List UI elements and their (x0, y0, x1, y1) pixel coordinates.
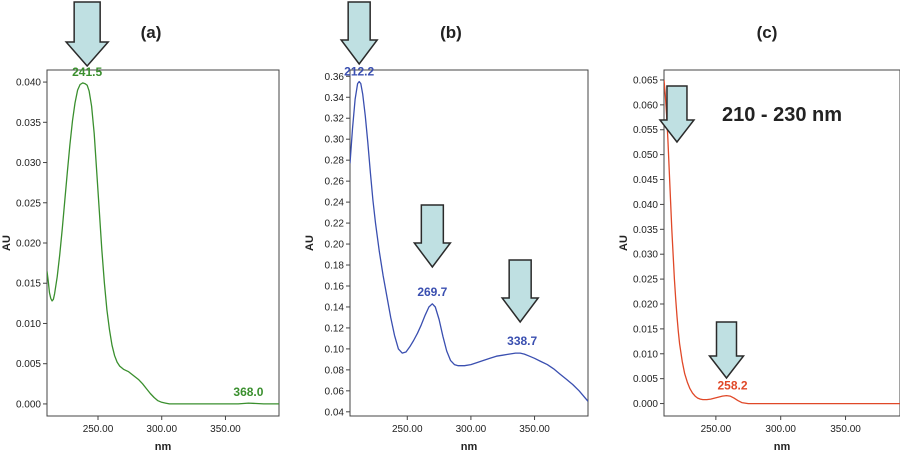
y-tick-label: 0.000 (16, 399, 41, 410)
y-tick-label: 0.24 (325, 198, 345, 209)
peak-label: 258.2 (717, 379, 747, 393)
x-tick-label: 300.00 (146, 424, 177, 435)
plot-frame (349, 69, 589, 417)
down-arrow-icon (500, 259, 540, 324)
y-tick-label: 0.26 (325, 177, 345, 188)
y-tick-label: 0.030 (16, 158, 41, 169)
y-tick-label: 0.005 (16, 359, 41, 370)
x-tick-label: 350.00 (519, 424, 550, 435)
down-arrow-icon (658, 85, 696, 144)
y-tick-label: 0.34 (325, 93, 345, 104)
y-axis-title: AU (1, 235, 13, 251)
y-tick-label: 0.060 (633, 100, 658, 111)
x-tick-label: 250.00 (83, 424, 114, 435)
y-tick-label: 0.28 (325, 156, 345, 167)
plot-frame (663, 69, 900, 417)
y-tick-label: 0.020 (16, 239, 41, 250)
series-line (47, 82, 279, 405)
x-axis-title: nm (461, 441, 478, 453)
x-tick-label: 250.00 (392, 424, 423, 435)
y-tick-label: 0.035 (633, 225, 658, 236)
y-tick-label: 0.32 (325, 114, 345, 125)
peak-label: 368.0 (233, 385, 263, 399)
y-tick-label: 0.08 (325, 365, 345, 376)
plot-frame (46, 69, 280, 417)
down-arrow-icon (707, 321, 746, 380)
y-tick-label: 0.015 (633, 324, 658, 335)
chart-panel-2: (b) 0.04 0.06 0.08 0.10 0.12 0.14 0.16 0.18 0.20 0… (304, 1, 589, 453)
chart-panel-1: (a) 0.000 0.005 0.010 0.015 0.020 0.025 0.030 0.… (1, 1, 280, 453)
y-tick-label: 0.20 (325, 240, 345, 251)
y-tick-label: 0.06 (325, 386, 345, 397)
y-tick-label: 0.045 (633, 175, 658, 186)
x-tick-label: 350.00 (830, 424, 861, 435)
y-tick-label: 0.30 (325, 135, 345, 146)
y-tick-label: 0.025 (633, 275, 658, 286)
y-tick-label: 0.005 (633, 374, 658, 385)
x-tick-label: 300.00 (456, 424, 487, 435)
chart-panel-3: (c) 0.000 0.005 0.010 0.015 0.020 0.025 0.030 0.… (618, 23, 900, 453)
peak-label: 241.5 (72, 65, 102, 79)
x-tick-label: 300.00 (765, 424, 796, 435)
y-tick-label: 0.18 (325, 261, 345, 272)
y-tick-label: 0.010 (633, 349, 658, 360)
y-tick-label: 0.025 (16, 198, 41, 209)
panel-label: (c) (757, 23, 778, 42)
y-tick-label: 0.12 (325, 323, 345, 334)
series-line (350, 80, 588, 402)
wavelength-range-note: 210 - 230 nm (722, 104, 842, 126)
x-tick-label: 350.00 (210, 424, 241, 435)
y-tick-label: 0.10 (325, 344, 345, 355)
down-arrow-icon (412, 204, 452, 269)
y-tick-label: 0.020 (633, 299, 658, 310)
y-tick-label: 0.055 (633, 125, 658, 136)
panel-label: (a) (141, 23, 162, 42)
y-tick-label: 0.36 (325, 72, 345, 83)
y-tick-label: 0.04 (325, 407, 345, 418)
y-tick-label: 0.040 (16, 78, 41, 89)
y-tick-label: 0.16 (325, 281, 345, 292)
y-tick-label: 0.035 (16, 118, 41, 129)
peak-label: 338.7 (507, 334, 537, 348)
down-arrow-icon (339, 1, 379, 66)
series-line (664, 79, 900, 405)
y-tick-label: 0.040 (633, 200, 658, 211)
down-arrow-icon (64, 1, 110, 68)
x-tick-label: 250.00 (701, 424, 732, 435)
x-axis-title: nm (155, 441, 172, 453)
peak-label: 212.2 (344, 65, 374, 79)
y-tick-label: 0.050 (633, 150, 658, 161)
peak-label: 269.7 (417, 285, 447, 299)
y-tick-label: 0.000 (633, 399, 658, 410)
y-tick-label: 0.22 (325, 219, 345, 230)
x-axis-title: nm (774, 441, 791, 453)
panel-label: (b) (440, 23, 462, 42)
y-tick-label: 0.065 (633, 75, 658, 86)
y-tick-label: 0.030 (633, 250, 658, 261)
y-axis-title: AU (618, 235, 630, 251)
y-tick-label: 0.010 (16, 319, 41, 330)
y-tick-label: 0.015 (16, 279, 41, 290)
y-tick-label: 0.14 (325, 302, 345, 313)
y-axis-title: AU (304, 235, 316, 251)
